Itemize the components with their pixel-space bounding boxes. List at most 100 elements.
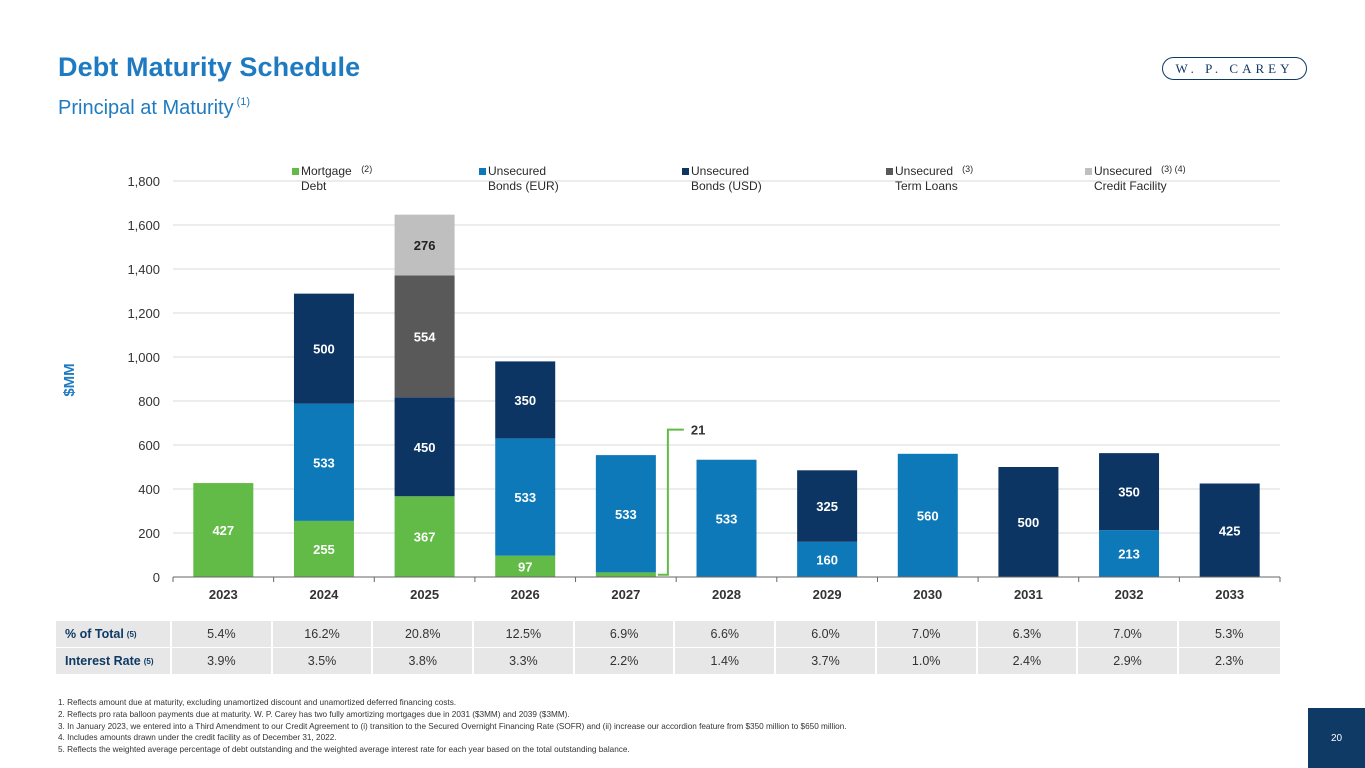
bar-segment [797, 470, 858, 542]
bar-segment [797, 541, 858, 577]
footnote: 4. Includes amounts drawn under the cred… [58, 733, 337, 743]
table-cell: 20.8% [373, 621, 475, 647]
subtitle-text: Principal at Maturity [58, 97, 234, 119]
row-header: % of Total (5) [56, 621, 172, 647]
legend-footnote: (2) [361, 164, 373, 174]
bar-segment [595, 572, 656, 577]
table-cell: 12.5% [474, 621, 575, 647]
y-tick-label: 1,400 [127, 262, 160, 277]
row-header: Interest Rate (5) [56, 648, 172, 674]
legend-swatch [682, 168, 689, 175]
bar-segment [293, 403, 354, 521]
data-label: 560 [917, 508, 939, 523]
page-title: Debt Maturity Schedule [58, 52, 361, 82]
bar-segment [696, 459, 757, 577]
data-label: 213 [1118, 547, 1140, 562]
x-tick-label: 2027 [611, 587, 640, 602]
data-label: 533 [716, 511, 738, 526]
footnote: 5. Reflects the weighted average percent… [58, 745, 630, 755]
page-subtitle: Principal at Maturity (1) [58, 96, 250, 120]
table-cell: 6.3% [978, 621, 1079, 647]
data-label: 500 [313, 342, 335, 357]
x-tick-label: 2023 [209, 587, 238, 602]
table-cell: 7.0% [1078, 621, 1179, 647]
subtitle-footnote-ref: (1) [236, 96, 251, 108]
legend-label: Unsecured [895, 164, 954, 178]
data-label: 425 [1219, 523, 1241, 538]
legend-label: Bonds (USD) [691, 179, 762, 193]
table-cell: 1.0% [877, 648, 978, 674]
debt-maturity-chart: 0 200 400 600 800 1,000 1,200 1,400 1,600 1,800 $M… [61, 174, 1281, 602]
y-tick-label: 0 [153, 570, 160, 585]
data-label: 427 [212, 523, 234, 538]
table-cell: 3.7% [776, 648, 877, 674]
footnote: 2. Reflects pro rata balloon payments du… [58, 709, 570, 719]
bar-segment [595, 455, 656, 573]
data-label: 533 [615, 507, 637, 522]
bar-segment [193, 483, 254, 577]
legend-item: Unsecured Bonds (USD) [682, 164, 762, 194]
x-tick-label: 2029 [813, 587, 842, 602]
table-cell: 5.4% [172, 621, 273, 647]
x-tick-label: 2025 [410, 587, 439, 602]
table-cell: 3.3% [474, 648, 575, 674]
legend-label: Term Loans [895, 179, 958, 193]
bar-segment [394, 496, 455, 577]
data-label: 533 [313, 455, 335, 470]
bar-segment [1099, 530, 1160, 577]
data-label: 97 [518, 559, 532, 574]
row-header-label: % of Total [65, 627, 124, 641]
callout-label: 21 [691, 423, 705, 438]
bar-segment [1099, 453, 1160, 531]
legend-footnote: (3) [962, 164, 974, 174]
y-tick-label: 400 [138, 482, 160, 497]
table-cell: 6.6% [675, 621, 777, 647]
table-cell: 16.2% [273, 621, 374, 647]
data-label: 350 [1118, 485, 1140, 500]
bar-segment [495, 438, 556, 556]
data-label: 533 [514, 490, 536, 505]
bar-segment [897, 453, 958, 577]
row-header-footnote: (5) [126, 629, 137, 639]
x-tick-label: 2031 [1014, 587, 1043, 602]
bar-segment [394, 214, 455, 276]
legend-footnote: (3) (4) [1161, 164, 1186, 174]
data-label: 350 [514, 393, 536, 408]
data-label: 500 [1018, 515, 1040, 530]
y-tick-label: 600 [138, 438, 160, 453]
y-tick-label: 800 [138, 394, 160, 409]
callout-line [657, 428, 684, 576]
table-cell: 3.8% [373, 648, 475, 674]
table-cell: 6.9% [575, 621, 676, 647]
bar-segment [394, 275, 455, 398]
y-tick-label: 200 [138, 526, 160, 541]
footnote: 3. In January 2023, we entered into a Th… [58, 721, 847, 731]
table-cell: 2.3% [1214, 654, 1244, 668]
footnote: 1. Reflects amount due at maturity, excl… [58, 698, 457, 707]
table-cell: 2.4% [978, 648, 1079, 674]
x-tick-label: 2032 [1115, 587, 1144, 602]
legend-item: Mortgage Debt (2) [292, 164, 372, 194]
data-label: 367 [414, 530, 436, 545]
bar-segment [495, 361, 556, 439]
x-tick-label: 2033 [1215, 587, 1244, 602]
table-cell: 7.0% [877, 621, 978, 647]
row-header-label: Interest Rate [65, 654, 141, 668]
table-cell: 1.4% [675, 648, 777, 674]
bar-segment [293, 293, 354, 404]
legend-label: Bonds (EUR) [488, 179, 559, 193]
legend-label: Credit Facility [1094, 179, 1167, 193]
row-header-footnote: (5) [143, 656, 154, 666]
x-tick-label: 2026 [511, 587, 540, 602]
data-label: 276 [414, 238, 436, 253]
legend-item: Unsecured Credit Facility (3) (4) [1085, 164, 1186, 194]
y-axis-label: $MM [61, 363, 78, 396]
x-tick-label: 2030 [913, 587, 942, 602]
footnotes: 1. Reflects amount due at maturity, excl… [58, 697, 847, 756]
table-cell: 5.3% [1214, 627, 1244, 641]
metrics-table: % of Total (5) 5.4% 16.2% 20.8% 12.5% 6.9… [56, 621, 1280, 675]
legend-item: Unsecured Term Loans (3) [886, 164, 973, 194]
table-cell: 6.0% [776, 621, 877, 647]
bar-segment [1199, 483, 1260, 577]
data-label: 255 [313, 542, 335, 557]
